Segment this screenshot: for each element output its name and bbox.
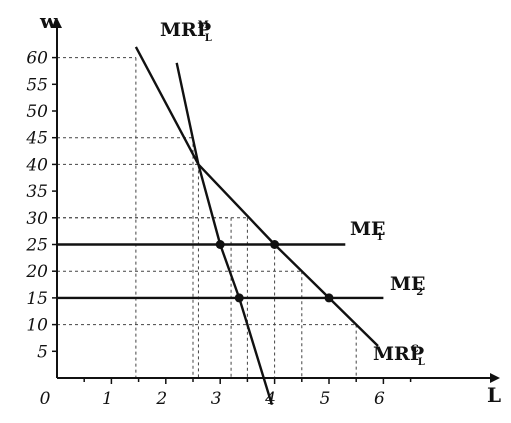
mrp-c-line <box>134 46 379 347</box>
x-tick-label: 3 <box>211 389 222 409</box>
intersection-point <box>324 293 334 303</box>
y-tick-label: 15 <box>26 289 48 309</box>
me2-label-main: ME <box>390 273 426 295</box>
me1-label-sub: 1 <box>376 232 383 243</box>
mrp-c-label-sup: C <box>411 344 419 355</box>
y-tick-label: 5 <box>37 342 48 362</box>
me2-label-sub: 2 <box>416 287 423 298</box>
y-tick-label: 35 <box>26 182 48 202</box>
y-tick-label: 25 <box>25 236 48 256</box>
me2-label: ME2 <box>390 273 426 298</box>
x-tick-label: 6 <box>374 389 385 409</box>
me1-label: ME1 <box>350 218 386 243</box>
me1-label-main: ME <box>350 218 386 240</box>
mrp-m-label-main: MRP <box>160 19 211 41</box>
x-axis-title: L <box>487 383 501 407</box>
origin-label: 0 <box>40 389 51 409</box>
intersection-point <box>215 240 225 249</box>
intersection-point <box>234 293 244 303</box>
y-tick-label: 40 <box>25 155 48 175</box>
x-tick-label: 5 <box>320 389 331 409</box>
x-axis-arrow <box>490 373 500 383</box>
y-tick-label: 30 <box>26 209 48 229</box>
y-tick-label: 45 <box>25 129 48 149</box>
mrp-c-label-main: MRP <box>373 343 424 365</box>
y-axis-arrow <box>52 18 62 28</box>
mrp-m-label-sub: L <box>205 33 212 44</box>
y-tick-label: 55 <box>26 75 48 95</box>
y-tick-label: 20 <box>25 262 48 282</box>
mrp-c-label-sub: L <box>418 357 425 368</box>
x-tick-label: 1 <box>102 389 113 409</box>
x-tick-label: 2 <box>155 389 167 409</box>
y-tick-label: 50 <box>26 102 48 122</box>
intersection-point <box>270 240 280 249</box>
y-tick-label: 60 <box>26 49 48 69</box>
mrp-m-line <box>175 62 274 406</box>
y-axis-title: w <box>39 9 58 33</box>
y-tick-label: 10 <box>26 316 48 336</box>
mrp-m-label-sup: M <box>198 20 209 31</box>
